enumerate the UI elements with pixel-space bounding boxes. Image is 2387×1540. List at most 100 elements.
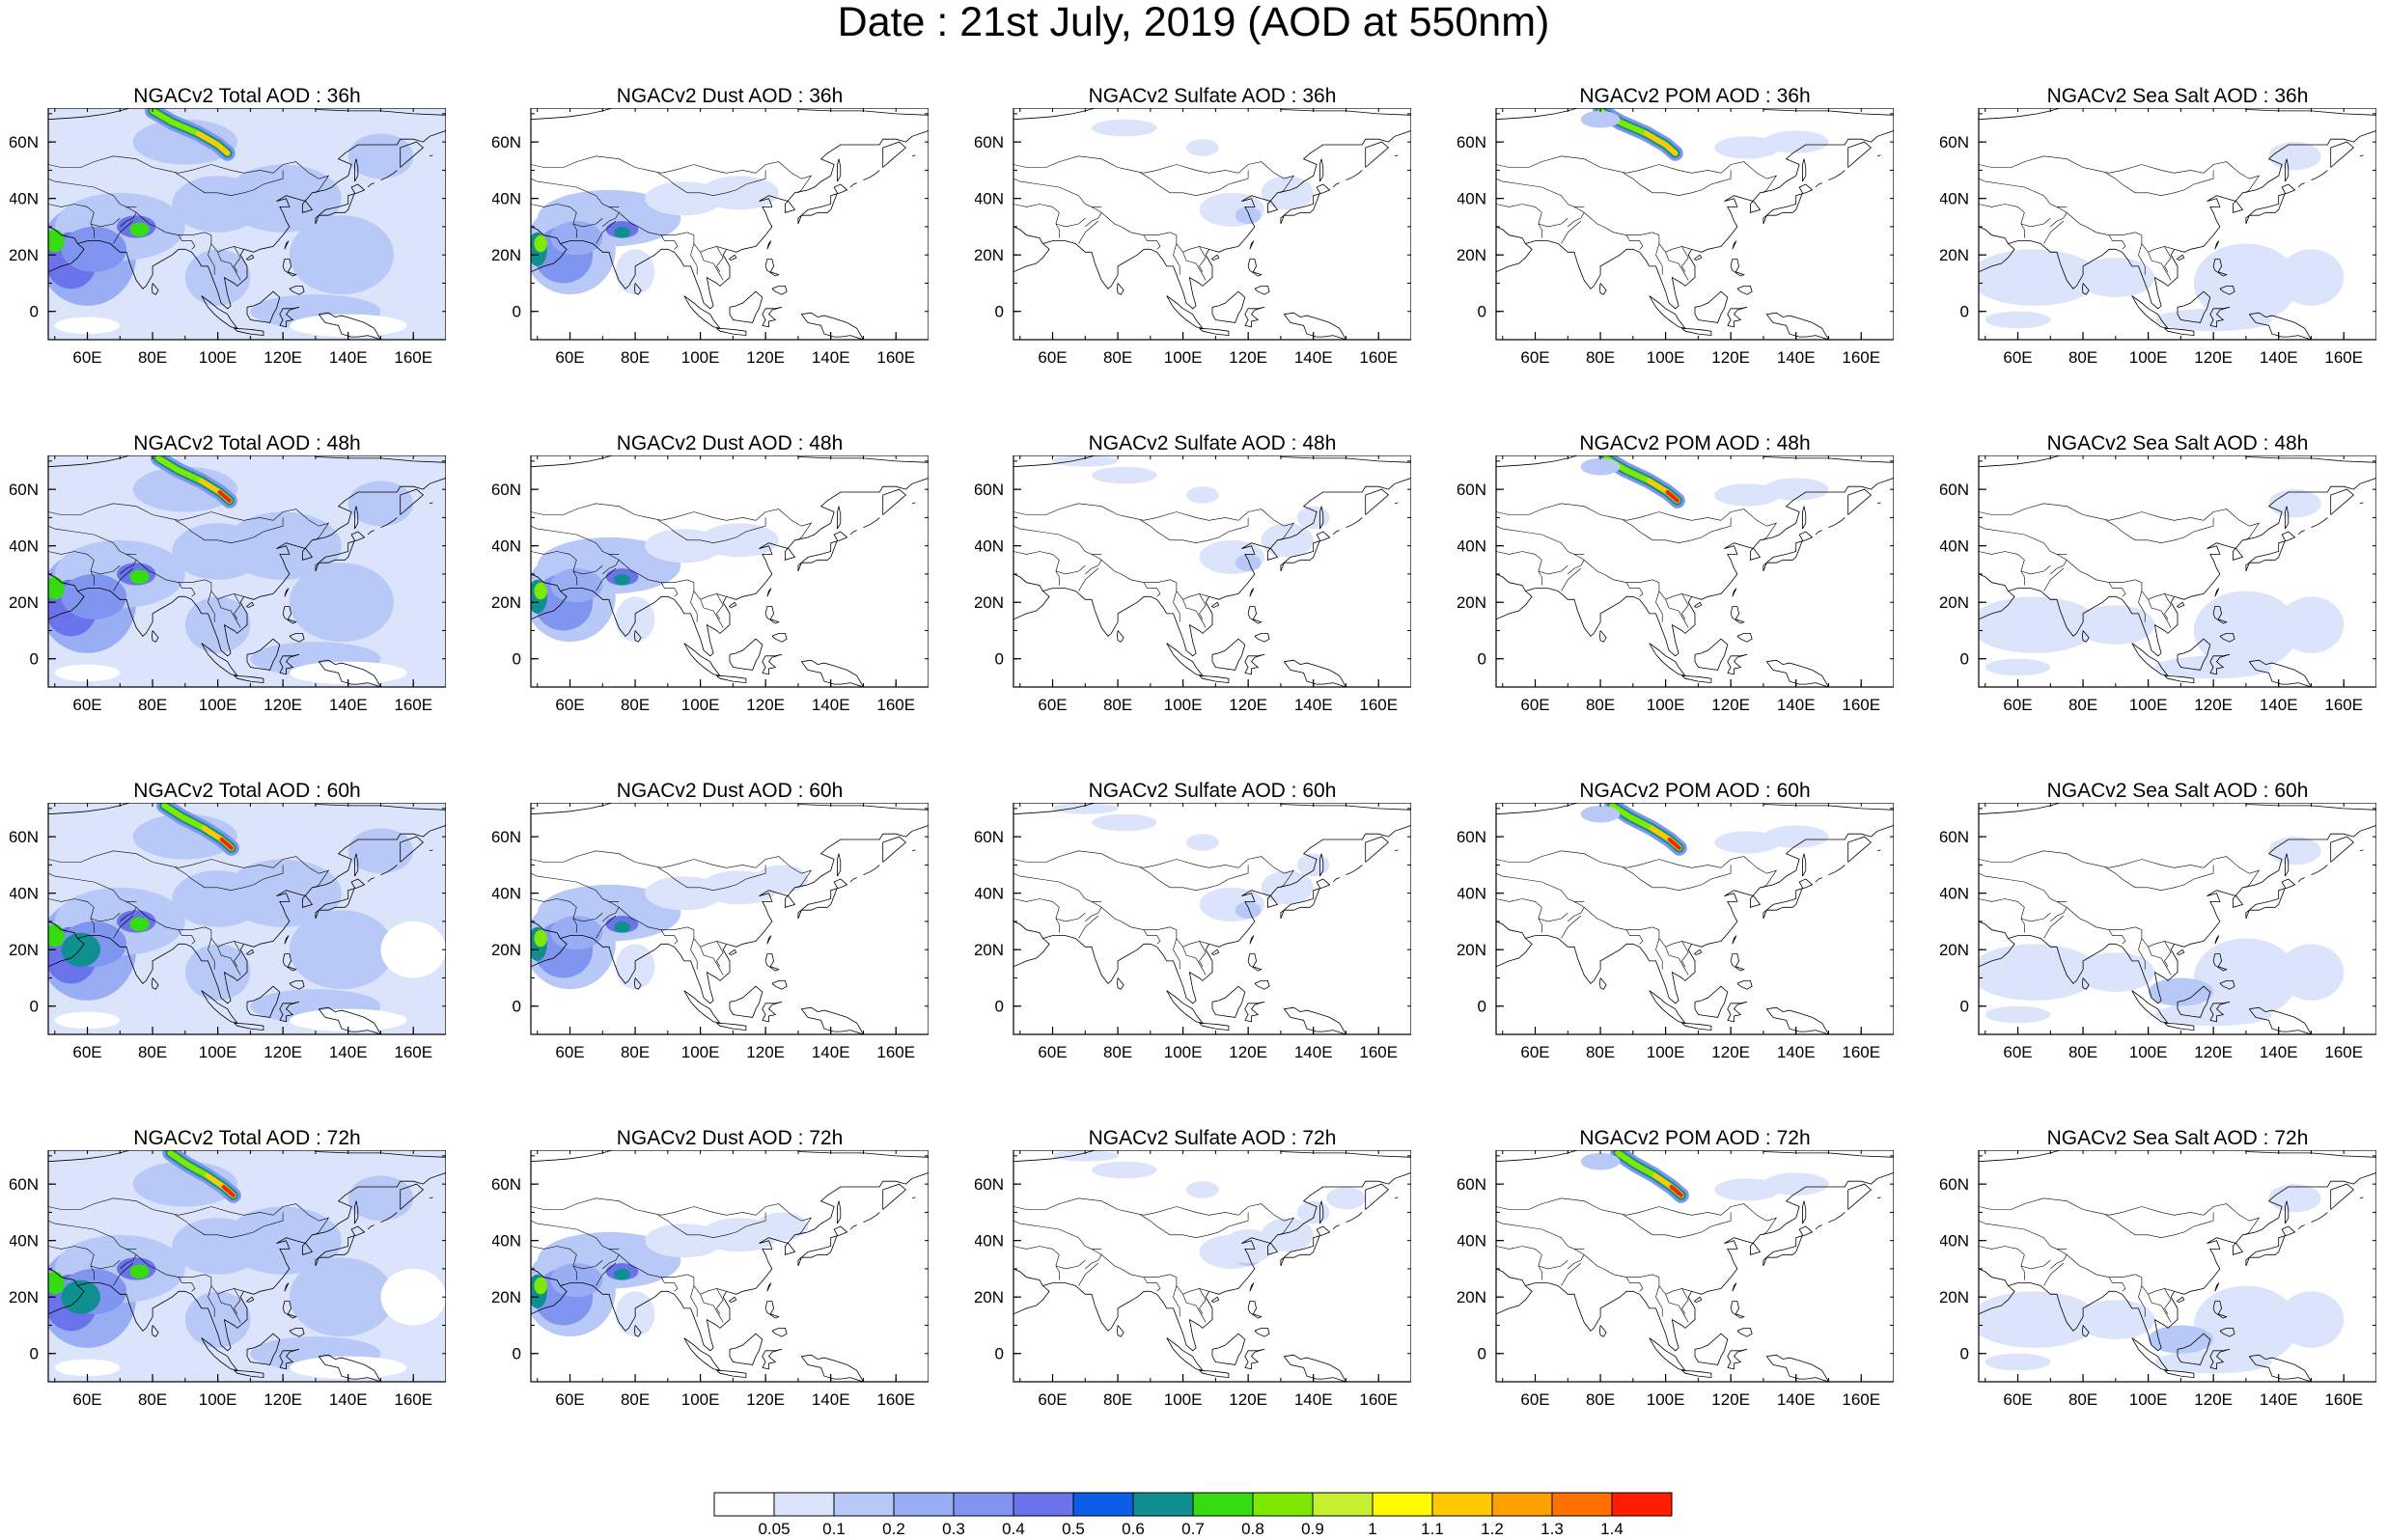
country-border xyxy=(531,178,558,185)
lon-tick-label: 120E xyxy=(264,348,302,367)
aod-field xyxy=(2193,243,2298,323)
lon-tick-label: 160E xyxy=(1842,1043,1880,1061)
aod-field xyxy=(1979,1291,2099,1348)
country-border xyxy=(48,1220,75,1227)
lon-tick-label: 120E xyxy=(2194,1043,2233,1061)
total-aod-field xyxy=(48,108,446,340)
coastline xyxy=(2297,877,2305,883)
country-border xyxy=(1665,947,1689,976)
lat-tick-label: 20N xyxy=(975,246,1004,264)
coastline xyxy=(1283,1006,1346,1034)
aod-field xyxy=(1092,466,1157,484)
country-border xyxy=(1496,872,1523,880)
lat-tick-label: 60N xyxy=(1940,1175,1969,1194)
country-border xyxy=(1085,1254,1102,1270)
coastline xyxy=(1979,243,2015,273)
coastline xyxy=(1013,1150,1096,1163)
coastline xyxy=(1211,254,1220,261)
coastline xyxy=(354,158,359,182)
lat-tick-label: 20N xyxy=(1457,246,1486,264)
coastline xyxy=(48,825,446,1004)
country-border xyxy=(690,1285,698,1317)
coastline xyxy=(766,935,772,945)
coastline xyxy=(315,183,366,225)
country-border xyxy=(1078,1262,1098,1286)
coastline xyxy=(633,630,642,643)
lon-tick-label: 100E xyxy=(681,696,720,714)
country-border xyxy=(1055,912,1086,922)
coastline xyxy=(246,1333,281,1365)
aod-field xyxy=(1714,136,1780,159)
coastlines xyxy=(48,1150,446,1382)
lat-tick-label: 60N xyxy=(492,828,521,846)
country-border xyxy=(602,1254,620,1270)
country-border xyxy=(48,850,330,889)
aod-field xyxy=(380,921,446,978)
aod-field xyxy=(614,1268,630,1280)
coastline xyxy=(1283,1354,1346,1382)
country-border xyxy=(1979,850,2261,889)
aod-field xyxy=(2193,1285,2298,1365)
country-border xyxy=(1013,178,1041,185)
lat-tick-label: 0 xyxy=(1960,650,1969,669)
coastline xyxy=(1211,985,1246,1018)
aod-field xyxy=(614,226,630,238)
country-border xyxy=(1173,591,1180,622)
coastline xyxy=(1249,588,1255,597)
lat-tick-label: 40N xyxy=(10,1232,39,1251)
map-panel: NGACv2 Dust AOD : 36h 60E 80E 100E 120E 140E 1… xyxy=(492,85,929,374)
map-canvas: 60E 80E 100E 120E 140E 160E 60N 40N 20N 0 xyxy=(492,108,929,367)
aod-field xyxy=(184,596,251,653)
coastline xyxy=(1815,1224,1822,1230)
aod-field xyxy=(54,1359,121,1377)
colorbar: 0.05 0.1 0.2 0.3 0.4 0.5 0.6 0.7 0.8 0.9 1 1.1 1.2 1.… xyxy=(713,1492,1673,1538)
country-border xyxy=(1681,1288,1689,1314)
map-frame xyxy=(530,455,929,688)
country-border xyxy=(90,1259,121,1270)
country-border xyxy=(608,1249,727,1295)
country-border xyxy=(175,517,284,544)
country-border xyxy=(531,872,558,880)
panel-title: NGACv2 Dust AOD : 72h xyxy=(616,1127,844,1149)
country-border xyxy=(175,865,284,892)
coastline xyxy=(762,1348,783,1370)
coastline xyxy=(380,1212,398,1223)
country-border xyxy=(608,206,727,253)
country-border xyxy=(2138,243,2146,275)
country-border xyxy=(1199,246,1207,272)
map-panel: NGACv2 Total AOD : 48h 60E 80E 100E 120E 140E… xyxy=(10,432,446,722)
country-border xyxy=(657,517,766,544)
country-border xyxy=(1979,178,2006,185)
country-border xyxy=(700,599,724,628)
country-border xyxy=(1538,912,1568,922)
lat-tick-label: 0 xyxy=(995,650,1004,669)
lat-tick-label: 60N xyxy=(975,1175,1004,1194)
coastline xyxy=(729,254,737,261)
lon-tick-label: 140E xyxy=(1777,696,1816,714)
lat-tick-label: 20N xyxy=(975,941,1004,959)
lon-tick-label: 100E xyxy=(2129,348,2168,367)
aod-field xyxy=(184,944,251,1001)
country-border xyxy=(2050,212,2068,228)
coastline xyxy=(151,630,159,643)
colorbar-swatch xyxy=(893,1492,955,1517)
coastline xyxy=(764,606,780,624)
coastline xyxy=(764,953,780,972)
coastline xyxy=(1598,1325,1607,1337)
coastline xyxy=(716,1022,747,1031)
coastline xyxy=(882,141,907,168)
map-frame xyxy=(47,803,446,1035)
dust-aod-field xyxy=(531,865,809,990)
coastline xyxy=(279,653,300,675)
lon-tick-label: 160E xyxy=(394,1043,432,1061)
colorbar-swatch xyxy=(1132,1492,1194,1517)
country-border xyxy=(1013,898,1060,933)
country-border xyxy=(48,204,95,238)
coastline xyxy=(1496,478,1894,657)
lat-tick-label: 20N xyxy=(975,593,1004,612)
lat-tick-label: 20N xyxy=(10,941,39,959)
country-border xyxy=(1979,898,2025,933)
smoke-plume-core xyxy=(1669,1185,1683,1197)
country-border xyxy=(2108,234,2126,250)
lat-tick-label: 0 xyxy=(995,998,1004,1016)
